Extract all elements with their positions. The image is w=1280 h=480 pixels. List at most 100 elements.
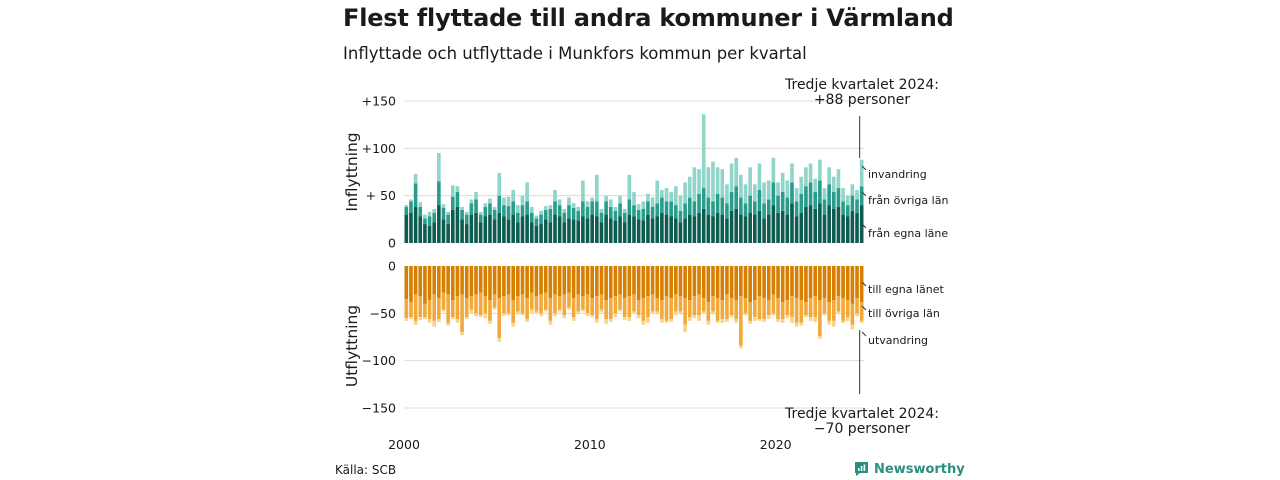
- bar-segment: [706, 301, 711, 321]
- bar-segment: [516, 205, 520, 213]
- bar-segment: [794, 201, 799, 217]
- bar-segment: [734, 300, 739, 320]
- bar-segment: [790, 296, 794, 318]
- bar-segment: [706, 214, 711, 243]
- bar-segment: [483, 266, 488, 297]
- bar-segment: [437, 266, 441, 299]
- bar-segment: [562, 315, 567, 319]
- bar-segment: [423, 214, 427, 219]
- bar-segment: [808, 163, 813, 183]
- bar-segment: [437, 319, 441, 322]
- bar-segment: [678, 222, 683, 243]
- bar-segment: [841, 214, 845, 243]
- bar-segment: [678, 210, 683, 223]
- bar-segment: [766, 199, 771, 215]
- bar-segment: [827, 301, 831, 321]
- bar-segment: [534, 311, 539, 314]
- bar-segment: [734, 157, 739, 187]
- bar-segment: [697, 266, 701, 295]
- bar-segment: [455, 207, 460, 243]
- bar-segment: [850, 210, 855, 243]
- bar-segment: [669, 191, 673, 202]
- bar-segment: [692, 266, 697, 297]
- bar-segment: [543, 309, 548, 312]
- bar-segment: [599, 208, 604, 213]
- bar-segment: [692, 216, 697, 243]
- bar-segment: [418, 216, 423, 243]
- annotation-value-inflow: +88 personer: [814, 92, 911, 108]
- bar-segment: [409, 317, 413, 320]
- bar-segment: [799, 266, 804, 301]
- ytick-label: −50: [370, 306, 396, 321]
- bar-segment: [715, 212, 720, 243]
- bar-segment: [632, 191, 636, 206]
- bar-segment: [446, 266, 450, 295]
- bar-segment: [841, 188, 845, 202]
- bar-segment: [818, 159, 822, 181]
- brand-logo: Newsworthy: [854, 461, 965, 477]
- bar-segment: [497, 266, 502, 299]
- bar-segment: [850, 324, 855, 330]
- bar-segment: [762, 319, 766, 322]
- bar-segment: [520, 313, 525, 316]
- bar-segment: [859, 301, 864, 321]
- bar-segment: [608, 199, 613, 208]
- axes: 0 + 50 +100 +150 0 −50 −100 −150 Inflyttning Utfl…: [343, 94, 792, 453]
- bar-segment: [548, 298, 553, 321]
- bar-segment: [687, 300, 692, 318]
- bar-segment: [622, 222, 627, 243]
- bar-segment: [520, 216, 525, 243]
- bar-segment: [423, 266, 427, 304]
- bar-segment: [715, 167, 720, 194]
- bar-segment: [841, 320, 845, 323]
- bar-segment: [427, 300, 432, 320]
- bar-segment: [595, 296, 599, 320]
- bar-segment: [739, 197, 743, 215]
- bar-segment: [450, 196, 455, 210]
- bar-segment: [529, 309, 534, 314]
- bar-segment: [427, 216, 432, 226]
- xtick-label: 2010: [574, 437, 606, 452]
- bar-segment: [534, 215, 539, 219]
- bar-segment: [581, 201, 585, 217]
- bar-segment: [669, 266, 673, 299]
- bar-segment: [636, 315, 641, 319]
- bar-segment: [766, 180, 771, 200]
- bar-segment: [650, 197, 655, 208]
- bar-segment: [613, 220, 618, 243]
- bar-segment: [441, 266, 446, 293]
- bar-segment: [766, 266, 771, 301]
- bar-segment: [743, 266, 748, 299]
- bar-segment: [706, 167, 711, 198]
- ytick-label: −150: [362, 401, 396, 416]
- bar-segment: [734, 266, 739, 301]
- bar-segment: [543, 206, 548, 210]
- bar-segment: [553, 313, 557, 317]
- bar-segment: [641, 298, 646, 321]
- bar-segment: [502, 197, 506, 206]
- bar-segment: [539, 210, 543, 215]
- xtick-label: 2000: [388, 437, 420, 452]
- bar-segment: [585, 266, 590, 295]
- bar-segment: [818, 203, 822, 243]
- bar-segment: [660, 319, 664, 323]
- ytick-label: +100: [362, 141, 396, 156]
- bar-segment: [595, 266, 599, 297]
- bar-segment: [432, 320, 437, 327]
- bar-segment: [483, 203, 488, 208]
- legend-leader: [861, 331, 867, 337]
- bar-segment: [483, 296, 488, 314]
- bar-segment: [859, 205, 864, 243]
- newsworthy-icon: [855, 462, 868, 476]
- bar-segment: [762, 218, 766, 243]
- bar-segment: [753, 214, 757, 243]
- bar-segment: [753, 201, 757, 215]
- bar-segment: [446, 211, 450, 215]
- ytick-label: 0: [388, 259, 396, 274]
- bar-segment: [813, 178, 818, 192]
- bar-segment: [776, 319, 780, 322]
- bar-segment: [636, 209, 641, 220]
- bar-segment: [516, 296, 520, 312]
- bar-segment: [678, 195, 683, 211]
- bar-segment: [683, 182, 687, 204]
